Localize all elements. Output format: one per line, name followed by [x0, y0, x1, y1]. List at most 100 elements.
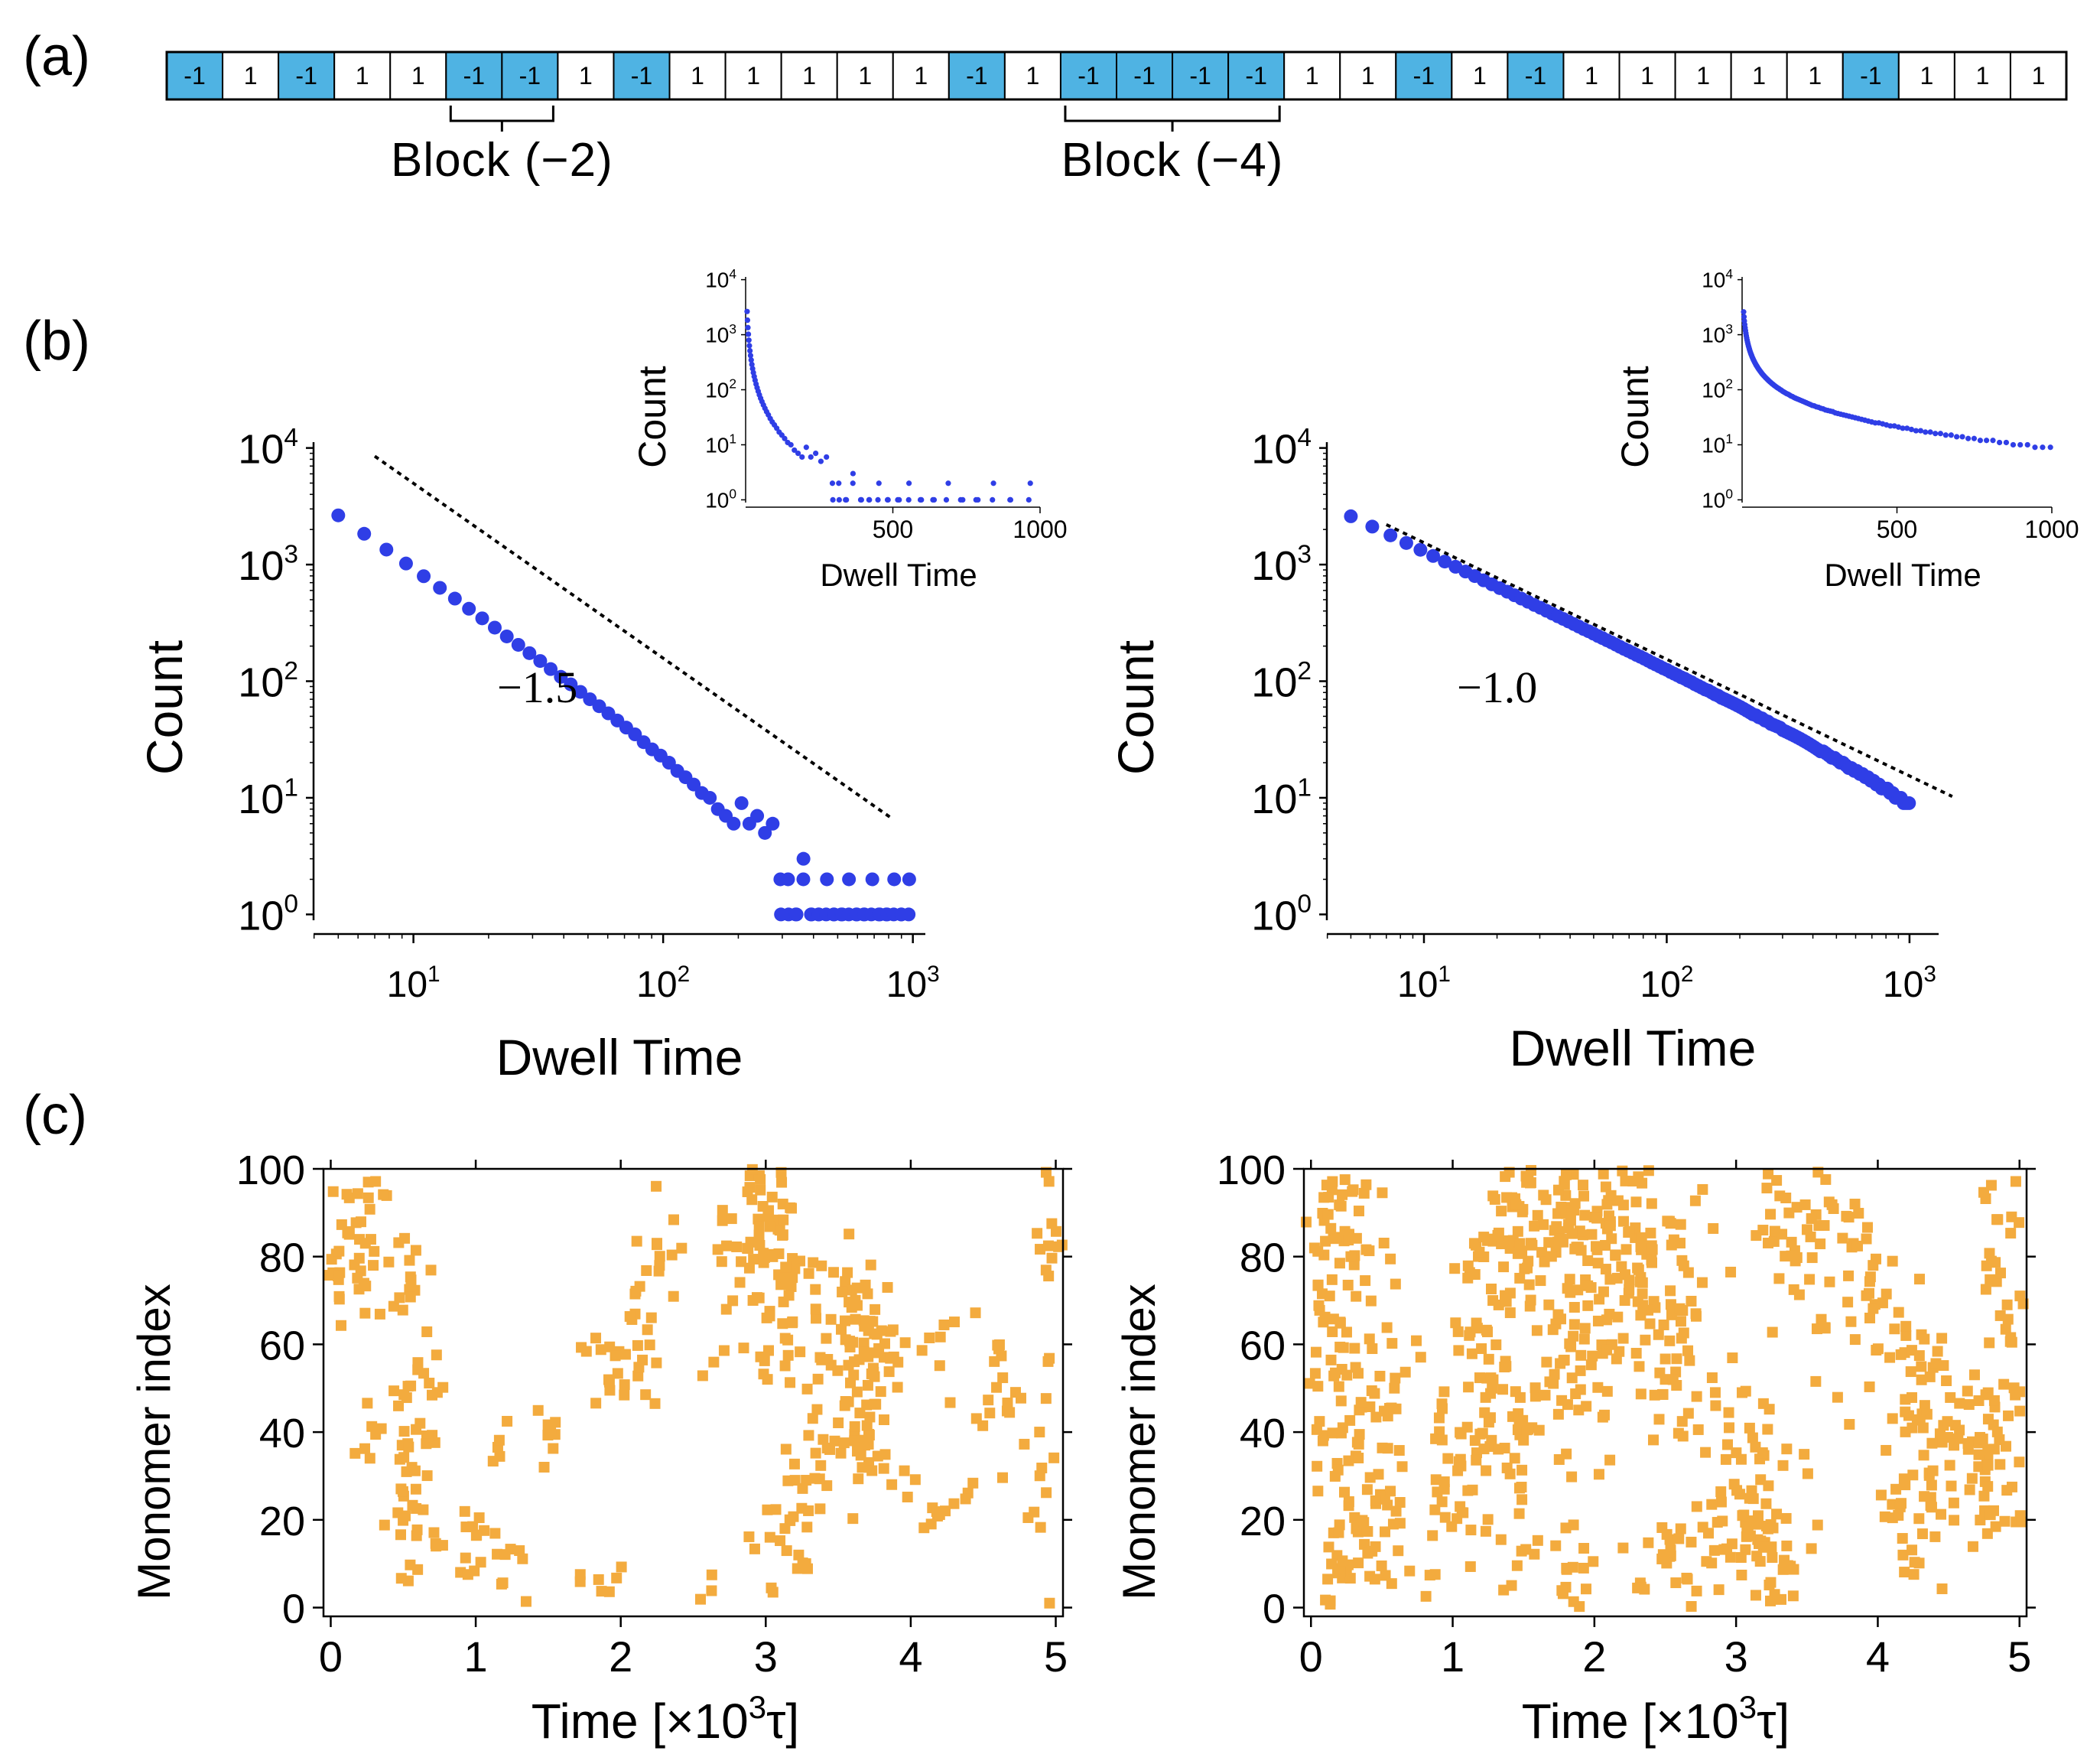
data-point	[357, 526, 372, 541]
spin-cell-label: 1	[1473, 62, 1487, 90]
inset-data-point	[1959, 434, 1965, 440]
event-marker	[409, 1465, 421, 1476]
x-tick-label: 2	[609, 1632, 632, 1681]
event-marker	[1389, 1382, 1400, 1394]
spin-cell	[445, 51, 503, 100]
event-marker	[833, 1417, 844, 1429]
event-marker	[1341, 1369, 1353, 1381]
event-marker	[1916, 1361, 1927, 1372]
inset-data-point	[1965, 435, 1972, 441]
event-marker	[630, 1285, 642, 1297]
inset-y-tick-label-base: 10	[705, 379, 729, 402]
event-marker	[1496, 1206, 1507, 1217]
event-marker	[520, 1596, 532, 1607]
event-marker	[1364, 1333, 1375, 1345]
inset-y-tick-label-exp: 3	[729, 321, 736, 337]
event-marker	[362, 1398, 373, 1409]
event-marker	[424, 1378, 435, 1389]
event-marker	[1603, 1210, 1614, 1222]
data-point	[1344, 509, 1358, 523]
event-marker	[1701, 1556, 1712, 1567]
data-point	[475, 611, 489, 626]
event-marker	[397, 1486, 408, 1497]
event-marker	[1581, 1401, 1592, 1412]
event-marker	[1913, 1513, 1925, 1525]
event-marker	[1646, 1198, 1657, 1209]
event-marker	[1964, 1484, 1975, 1495]
event-marker	[1617, 1542, 1629, 1554]
event-marker	[1660, 1353, 1671, 1365]
event-marker	[1949, 1440, 1960, 1451]
event-marker	[349, 1447, 361, 1459]
event-marker	[1385, 1486, 1396, 1497]
event-marker	[631, 1235, 642, 1247]
dwell-left-slope-label: −1.5	[497, 662, 577, 712]
dwell-left-points	[331, 454, 916, 922]
inset-data-point	[960, 496, 966, 503]
event-marker	[1490, 1339, 1502, 1350]
y-tick-label: 20	[259, 1499, 305, 1544]
event-marker	[1832, 1391, 1843, 1403]
event-marker	[864, 1411, 876, 1423]
event-marker	[1370, 1541, 1381, 1552]
inset-data-point	[1741, 309, 1747, 315]
event-marker	[948, 1316, 960, 1328]
event-marker	[1032, 1228, 1043, 1239]
event-marker	[899, 1337, 911, 1349]
event-marker	[1927, 1465, 1939, 1476]
inset-y-tick-label: 101	[705, 431, 736, 457]
event-marker	[1304, 1378, 1315, 1389]
event-marker	[1500, 1171, 1511, 1183]
data-point	[522, 646, 537, 660]
event-marker	[1439, 1512, 1451, 1523]
y-tick-label-base: 10	[238, 776, 284, 822]
event-marker	[851, 1282, 863, 1294]
event-marker	[1757, 1398, 1769, 1409]
event-marker	[1899, 1567, 1910, 1578]
data-point	[331, 508, 346, 522]
event-marker	[706, 1585, 717, 1596]
data-point	[902, 872, 916, 887]
event-marker	[1696, 1277, 1708, 1288]
event-marker	[869, 1371, 880, 1382]
event-marker	[1737, 1510, 1748, 1522]
event-marker	[1455, 1453, 1466, 1465]
spin-cell-label: 1	[1976, 62, 1990, 90]
event-marker	[747, 1294, 759, 1306]
inset-data-point	[1971, 435, 1978, 441]
event-marker	[1786, 1236, 1797, 1248]
inset-data-point	[2047, 444, 2053, 451]
event-marker	[1984, 1248, 1995, 1259]
event-marker	[378, 1189, 389, 1200]
event-marker	[2002, 1313, 2014, 1325]
inset-data-point	[1984, 438, 1990, 444]
event-marker	[862, 1288, 873, 1300]
event-marker	[1555, 1201, 1567, 1212]
event-marker	[1562, 1283, 1573, 1294]
event-marker	[1787, 1590, 1799, 1602]
event-marker	[849, 1435, 860, 1447]
inset-data-point	[975, 496, 981, 503]
event-marker	[1427, 1530, 1438, 1541]
inset-data-point	[2024, 441, 2030, 448]
event-marker	[842, 1267, 853, 1278]
event-marker	[1954, 1398, 1965, 1409]
data-point	[379, 542, 394, 557]
event-marker	[668, 1290, 679, 1302]
event-marker	[938, 1319, 950, 1330]
event-marker	[818, 1434, 829, 1445]
event-marker	[1594, 1294, 1605, 1305]
event-marker	[1333, 1381, 1344, 1392]
event-marker	[2003, 1410, 2014, 1421]
event-marker	[1582, 1280, 1594, 1291]
event-marker	[1478, 1443, 1490, 1455]
event-marker	[666, 1249, 678, 1261]
inset-data-point	[885, 496, 891, 503]
inset-data-point	[2040, 444, 2046, 451]
event-marker	[1588, 1556, 1599, 1567]
y-tick-label: 101	[1251, 773, 1312, 822]
inset-y-tick-label-exp: 0	[729, 487, 736, 502]
y-tick-label-exp: 2	[284, 657, 298, 685]
event-marker	[784, 1514, 795, 1525]
